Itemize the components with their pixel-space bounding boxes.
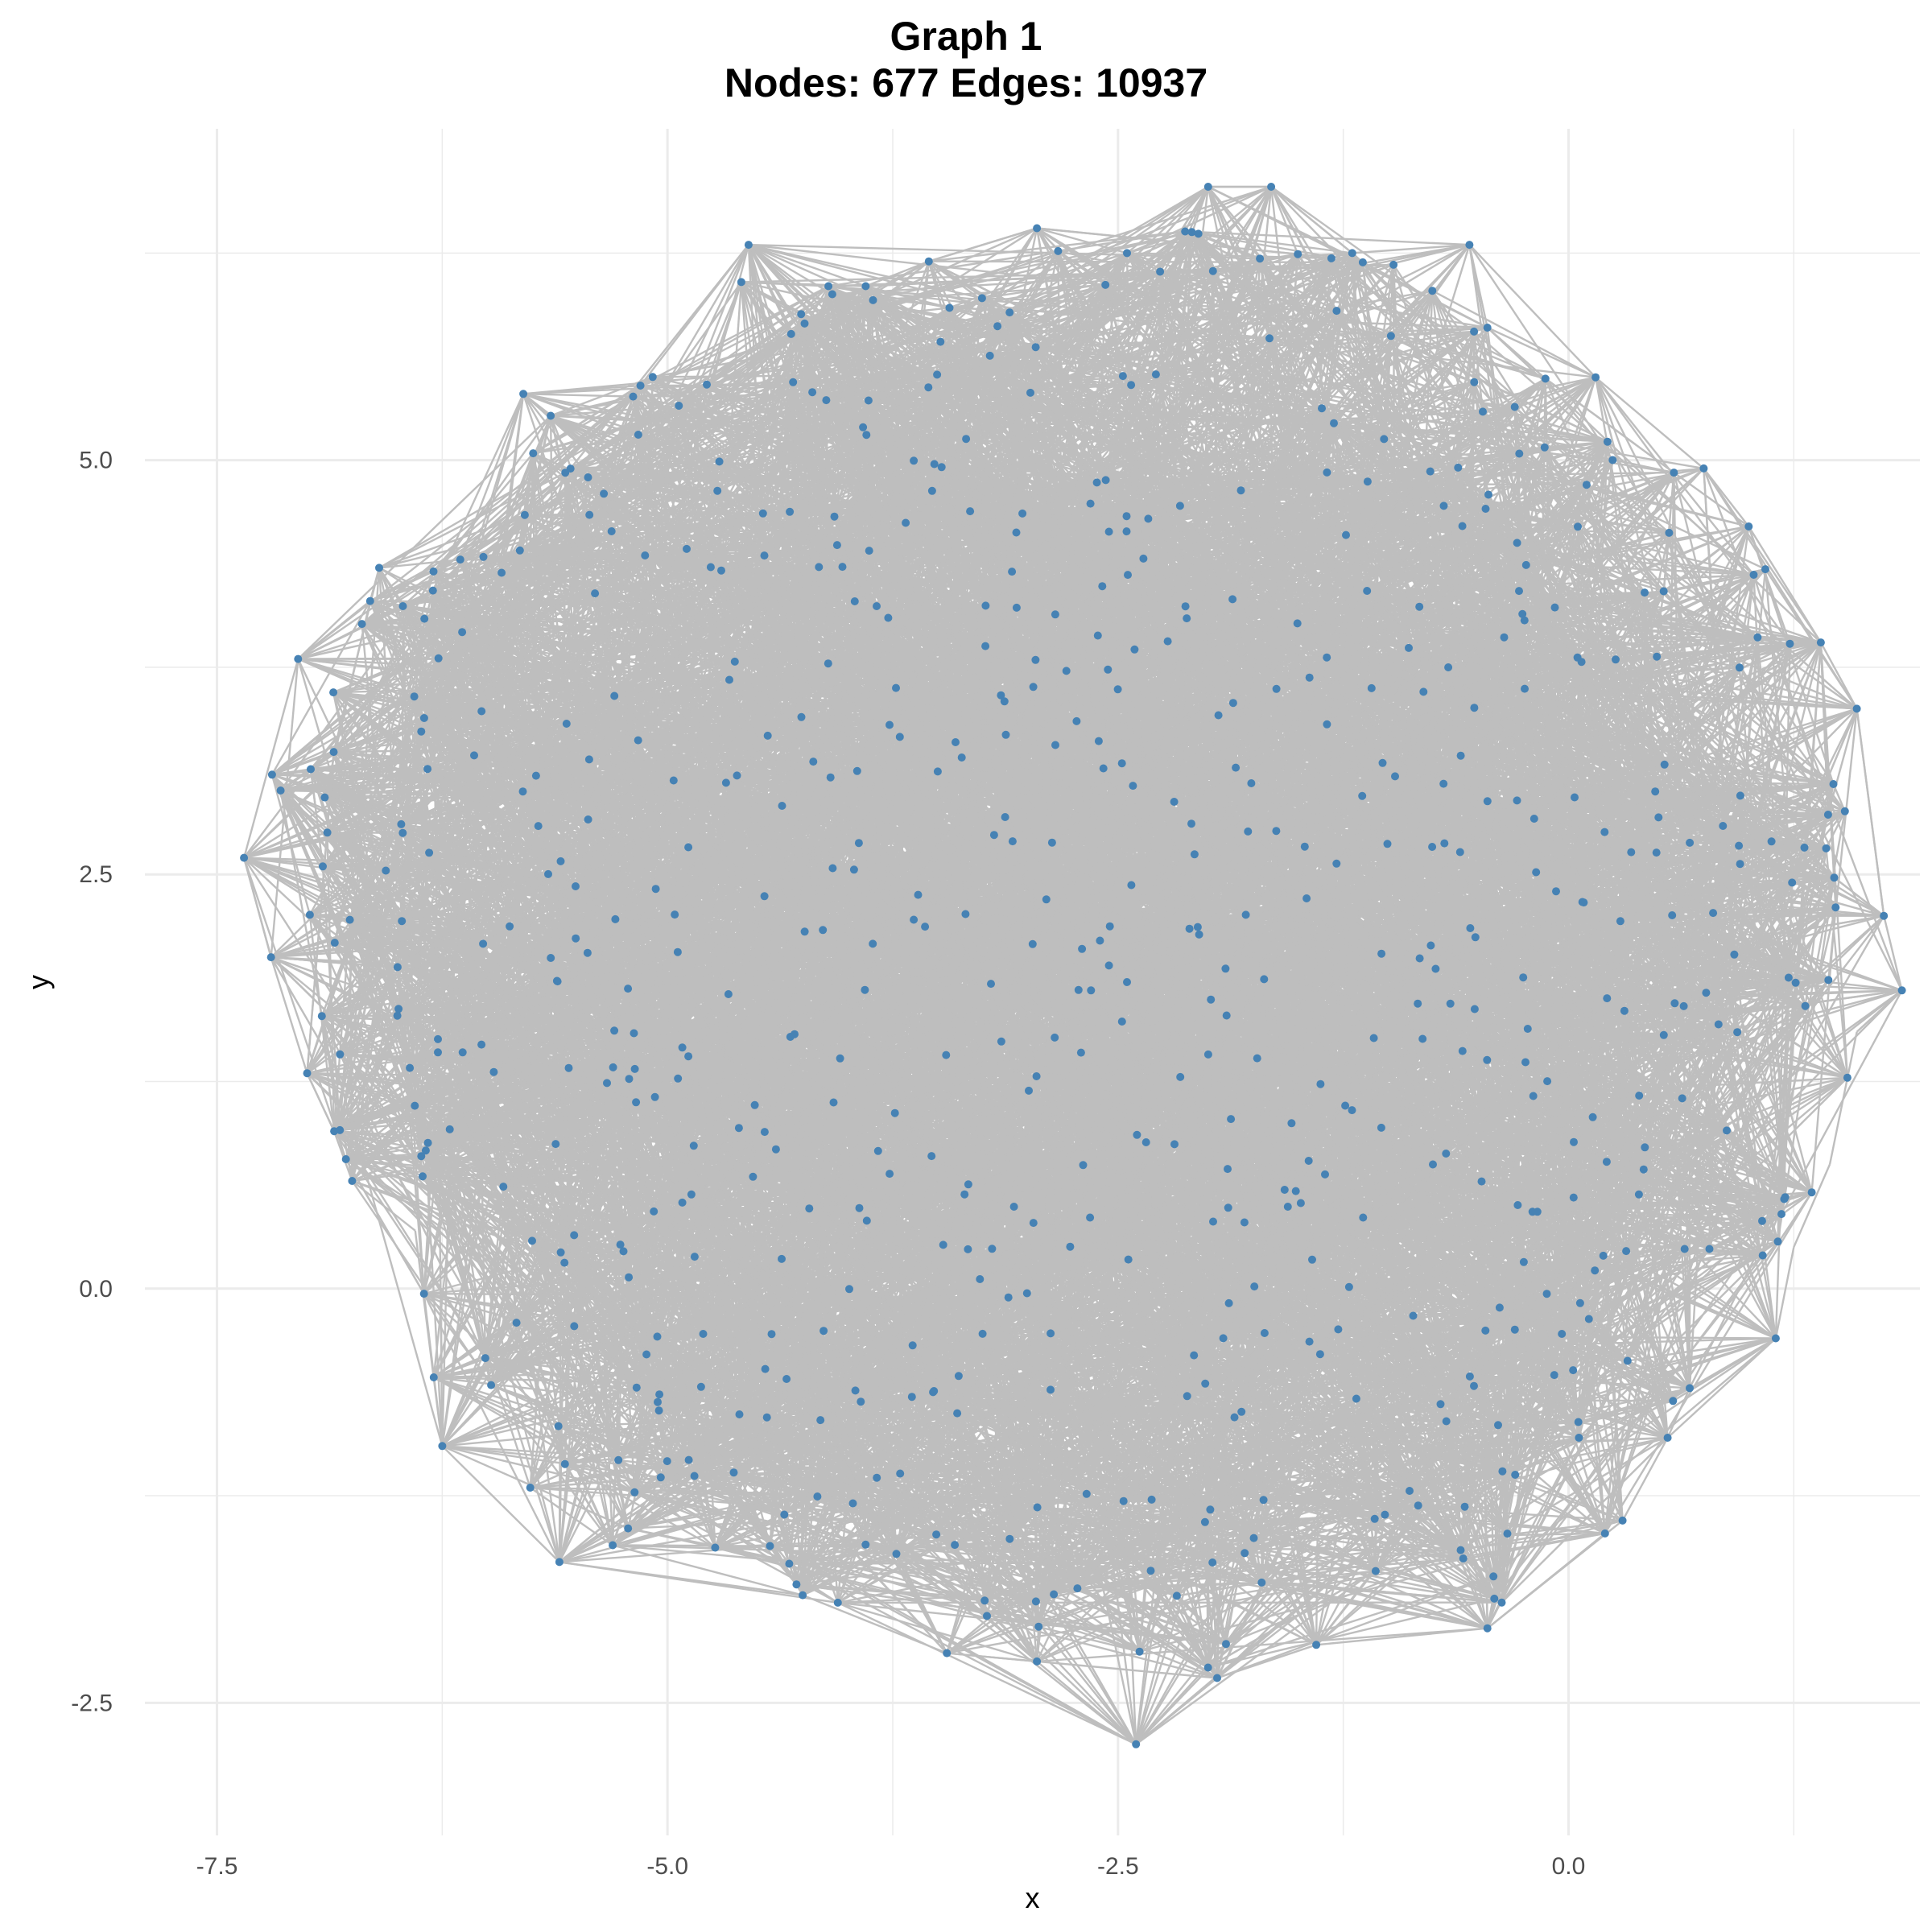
graph-edge <box>640 285 829 387</box>
graph-edge <box>297 415 551 660</box>
graph-edge <box>1666 1387 1691 1439</box>
graph-edge <box>1468 244 1596 378</box>
graph-edge <box>1431 290 1596 378</box>
graph-edge <box>1627 1337 1777 1362</box>
graph-edge <box>1604 1191 1813 1534</box>
graph-edge <box>748 244 833 295</box>
edge-layer <box>242 185 1903 1745</box>
graph-edge <box>612 1544 803 1596</box>
graph-edge <box>369 570 435 602</box>
graph-edge <box>748 243 1261 260</box>
graph-edge <box>242 857 347 1160</box>
chart-subtitle: Nodes: 677 Edges: 10937 <box>724 60 1208 105</box>
graph-edge <box>1833 877 1885 917</box>
title-block: Graph 1 Nodes: 677 Edges: 10937 <box>0 13 1932 106</box>
chart-title: Graph 1 <box>890 14 1042 59</box>
